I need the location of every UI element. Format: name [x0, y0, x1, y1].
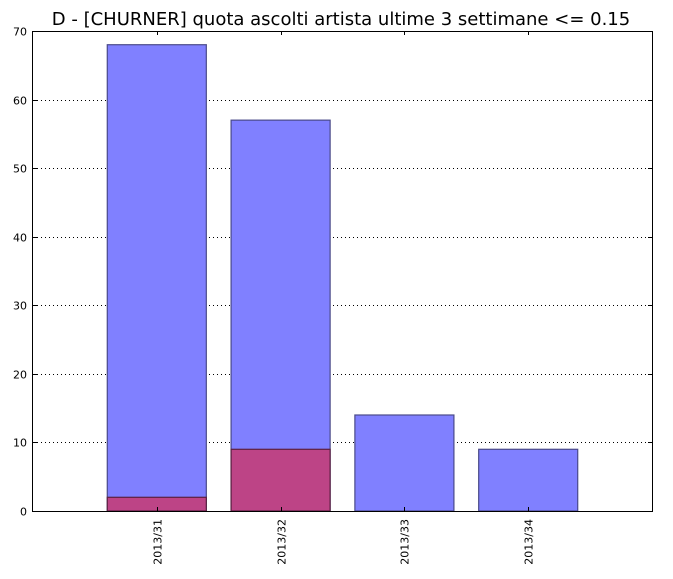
y-tick-label: 70: [13, 26, 27, 39]
bar-series1-2013-32: [230, 119, 331, 512]
bar-series1-2013-33: [354, 414, 455, 512]
y-tick-label: 20: [13, 369, 27, 382]
bar-series1-2013-34: [478, 448, 579, 512]
x-axis: 2013/31 2013/32 2013/33 2013/34: [152, 31, 536, 565]
y-tick-label: 30: [13, 300, 27, 313]
y-tick-label: 60: [13, 95, 27, 108]
y-tick-label: 40: [13, 232, 27, 245]
y-axis: 0 10 20 30 40 50 60 70: [13, 26, 652, 519]
chart-title: D - [CHURNER] quota ascolti artista ulti…: [52, 9, 630, 30]
bar-series1-2013-31: [106, 44, 207, 512]
x-tick-label: 2013/31: [152, 519, 165, 565]
bar-series2-2013-32: [230, 448, 331, 512]
x-tick-label: 2013/33: [399, 519, 412, 565]
x-tick-label: 2013/32: [276, 519, 289, 565]
bar-series2-2013-31: [106, 496, 207, 512]
bars: [106, 44, 579, 512]
y-tick-label: 10: [13, 437, 27, 450]
y-tick-label: 50: [13, 163, 27, 176]
x-tick-label: 2013/34: [523, 519, 536, 565]
plot-frame: [32, 31, 653, 512]
y-tick-label: 0: [20, 506, 27, 519]
